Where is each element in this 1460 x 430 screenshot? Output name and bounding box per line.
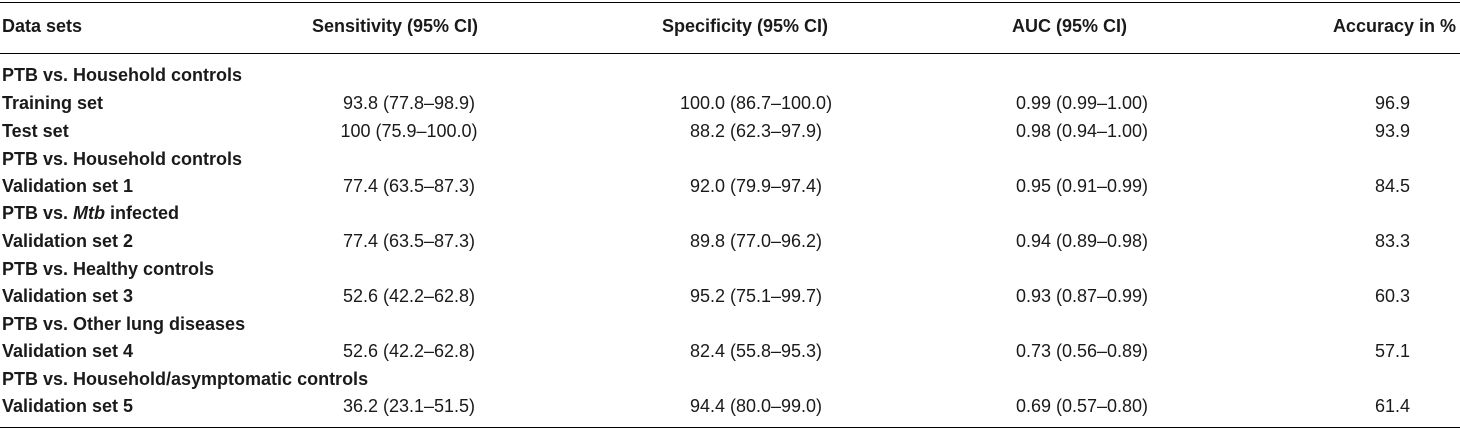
group-label: PTB vs. Household/asymptomatic controls [2, 369, 369, 389]
specificity-cell: 92.0 (79.9–97.4) [689, 176, 823, 196]
group-label: PTB vs. Healthy controls [2, 259, 215, 279]
sensitivity-cell: 36.2 (23.1–51.5) [342, 396, 476, 416]
header-auc: AUC (95% CI) [1012, 16, 1128, 36]
sensitivity-cell: 100 (75.9–100.0) [340, 121, 478, 141]
accuracy-cell: 83.3 [1374, 231, 1410, 251]
specificity-cell: 100.0 (86.7–100.0) [679, 93, 833, 113]
sensitivity-cell: 77.4 (63.5–87.3) [342, 176, 476, 196]
accuracy-cell: 60.3 [1374, 286, 1410, 306]
accuracy-cell: 84.5 [1374, 176, 1410, 196]
row-label: Validation set 3 [2, 286, 134, 306]
group-label: PTB vs. Mtb infected [2, 200, 179, 226]
sensitivity-cell: 52.6 (42.2–62.8) [342, 341, 476, 361]
group-label-prefix: PTB vs. [2, 203, 74, 223]
group-label: PTB vs. Household controls [2, 149, 243, 169]
row-label: Validation set 5 [2, 396, 134, 416]
specificity-cell: 94.4 (80.0–99.0) [689, 396, 823, 416]
group-row: PTB vs. Household/asymptomatic controls [0, 366, 1460, 392]
group-label: PTB vs. Other lung diseases [2, 314, 246, 334]
sensitivity-cell: 52.6 (42.2–62.8) [342, 286, 476, 306]
group-label: PTB vs. Household controls [2, 65, 243, 85]
auc-cell: 0.98 (0.94–1.00) [1015, 121, 1149, 141]
group-row: PTB vs. Healthy controls [0, 256, 1460, 282]
specificity-cell: 82.4 (55.8–95.3) [689, 341, 823, 361]
row-label: Training set [2, 93, 104, 113]
group-row: PTB vs. Mtb infected [0, 200, 1460, 226]
auc-cell: 0.95 (0.91–0.99) [1015, 176, 1149, 196]
table-row: Validation set 1 77.4 (63.5–87.3) 92.0 (… [0, 173, 1460, 199]
accuracy-cell: 96.9 [1374, 93, 1410, 113]
table-header-rule [0, 53, 1460, 54]
accuracy-cell: 93.9 [1374, 121, 1410, 141]
table-row: Validation set 4 52.6 (42.2–62.8) 82.4 (… [0, 338, 1460, 364]
header-accuracy: Accuracy in % [1332, 16, 1456, 36]
table-row: Training set 93.8 (77.8–98.9) 100.0 (86.… [0, 90, 1460, 116]
sensitivity-cell: 93.8 (77.8–98.9) [342, 93, 476, 113]
accuracy-cell: 61.4 [1374, 396, 1410, 416]
table-row: Validation set 2 77.4 (63.5–87.3) 89.8 (… [0, 228, 1460, 254]
specificity-cell: 89.8 (77.0–96.2) [689, 231, 823, 251]
group-label-italic: Mtb [73, 203, 106, 223]
row-label: Validation set 1 [2, 176, 134, 196]
group-row: PTB vs. Other lung diseases [0, 311, 1460, 337]
auc-cell: 0.69 (0.57–0.80) [1015, 396, 1149, 416]
row-label: Test set [2, 121, 69, 141]
table-row: Test set 100 (75.9–100.0) 88.2 (62.3–97.… [0, 118, 1460, 144]
table-row: Validation set 5 36.2 (23.1–51.5) 94.4 (… [0, 393, 1460, 419]
accuracy-cell: 57.1 [1374, 341, 1410, 361]
row-label: Validation set 4 [2, 341, 134, 361]
group-label-suffix: infected [105, 203, 180, 223]
table-top-rule [0, 2, 1460, 3]
specificity-cell: 95.2 (75.1–99.7) [689, 286, 823, 306]
auc-cell: 0.99 (0.99–1.00) [1015, 93, 1149, 113]
specificity-cell: 88.2 (62.3–97.9) [689, 121, 823, 141]
auc-cell: 0.94 (0.89–0.98) [1015, 231, 1149, 251]
header-data-sets: Data sets [2, 16, 83, 36]
group-row: PTB vs. Household controls [0, 62, 1460, 88]
sensitivity-cell: 77.4 (63.5–87.3) [342, 231, 476, 251]
group-row: PTB vs. Household controls [0, 146, 1460, 172]
header-specificity: Specificity (95% CI) [662, 16, 829, 36]
auc-cell: 0.93 (0.87–0.99) [1015, 286, 1149, 306]
auc-cell: 0.73 (0.56–0.89) [1015, 341, 1149, 361]
table-bottom-rule [0, 427, 1460, 428]
table-row: Validation set 3 52.6 (42.2–62.8) 95.2 (… [0, 283, 1460, 309]
row-label: Validation set 2 [2, 231, 134, 251]
header-sensitivity: Sensitivity (95% CI) [312, 16, 479, 36]
